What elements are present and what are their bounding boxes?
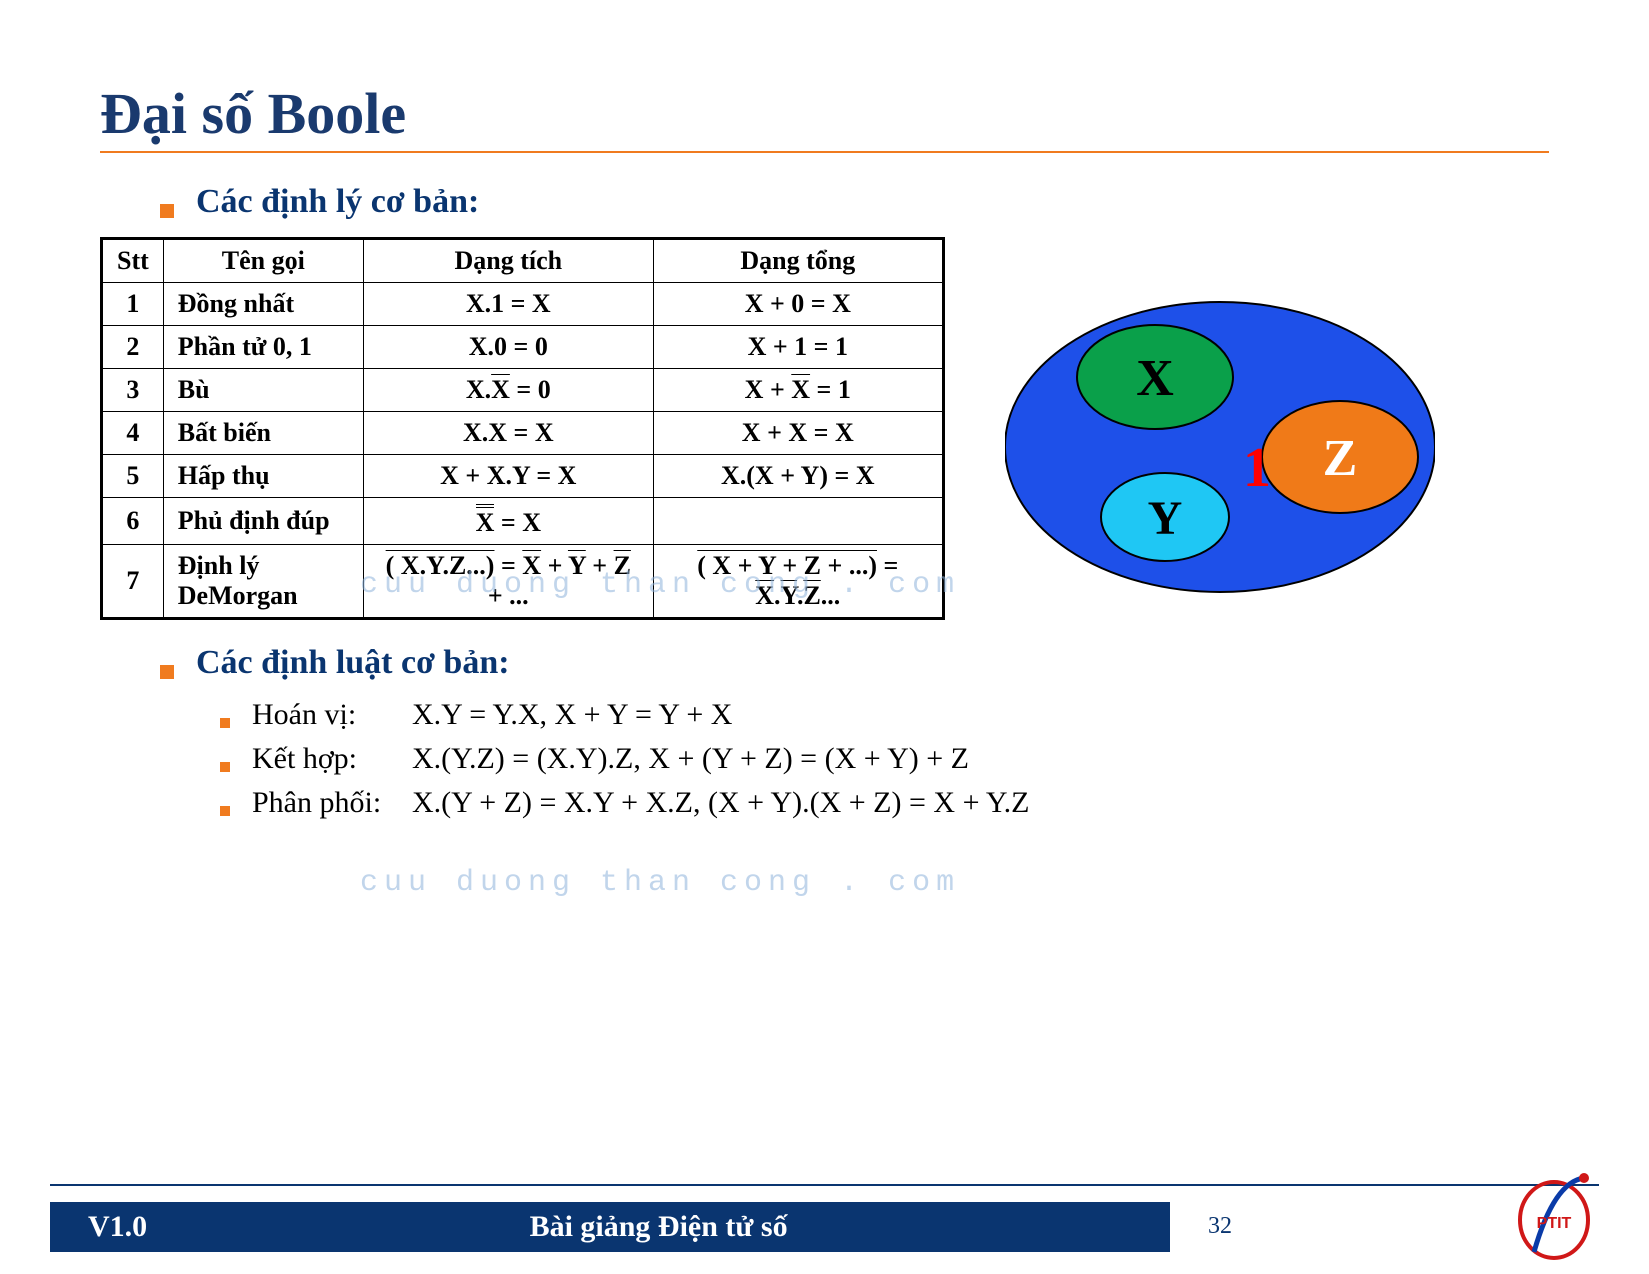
svg-text:X: X	[1136, 350, 1174, 407]
law-label: Hoán vị:	[252, 698, 412, 732]
cell-prod: X + X.Y = X	[363, 455, 653, 498]
cell-prod: X.0 = 0	[363, 326, 653, 369]
logo-text: PTIT	[1537, 1215, 1572, 1232]
table-row: 6Phủ định đúpX = X	[102, 498, 944, 545]
cell-sum: ( X + Y + Z + ...) = X.Y.Z...	[653, 545, 943, 619]
page-number: 32	[1190, 1213, 1250, 1240]
laws-section: Các định luật cơ bản: Hoán vị:X.Y = Y.X,…	[100, 644, 1549, 820]
bullet-icon	[160, 665, 174, 679]
table-header: Tên gọi	[163, 239, 363, 283]
law-expr: X.(Y.Z) = (X.Y).Z, X + (Y + Z) = (X + Y)…	[412, 742, 969, 776]
svg-text:Y: Y	[1147, 492, 1182, 545]
theorem-table-wrap: SttTên gọiDạng tíchDạng tổng 1Đồng nhấtX…	[100, 237, 945, 620]
bullet-icon	[220, 762, 230, 772]
venn-diagram: X Z Y 1	[1005, 297, 1435, 597]
cell-name: Phần tử 0, 1	[163, 326, 363, 369]
table-row: 3BùX.X = 0X + X = 1	[102, 369, 944, 412]
bullet-icon	[220, 806, 230, 816]
cell-stt: 6	[102, 498, 164, 545]
cell-stt: 3	[102, 369, 164, 412]
section1-heading: Các định lý cơ bản:	[196, 183, 479, 221]
law-label: Kết hợp:	[252, 742, 412, 776]
footer-line	[50, 1184, 1599, 1186]
table-header: Dạng tích	[363, 239, 653, 283]
table-header: Stt	[102, 239, 164, 283]
cell-sum: X + 1 = 1	[653, 326, 943, 369]
law-row: Phân phối:X.(Y + Z) = X.Y + X.Z, (X + Y)…	[220, 786, 1549, 820]
svg-text:1: 1	[1243, 437, 1271, 499]
cell-prod: X.1 = X	[363, 283, 653, 326]
cell-sum: X + X = 1	[653, 369, 943, 412]
svg-text:Z: Z	[1322, 430, 1357, 487]
cell-sum: X.(X + Y) = X	[653, 455, 943, 498]
cell-prod: X = X	[363, 498, 653, 545]
theorem-table: SttTên gọiDạng tíchDạng tổng 1Đồng nhấtX…	[100, 237, 945, 620]
cell-name: Định lý DeMorgan	[163, 545, 363, 619]
table-row: 1Đồng nhấtX.1 = XX + 0 = X	[102, 283, 944, 326]
watermark-text: cuu duong than cong . com	[360, 866, 960, 900]
law-expr: X.Y = Y.X, X + Y = Y + X	[412, 698, 732, 732]
cell-name: Phủ định đúp	[163, 498, 363, 545]
table-row: 5Hấp thụX + X.Y = XX.(X + Y) = X	[102, 455, 944, 498]
law-label: Phân phối:	[252, 786, 412, 820]
footer-version: V1.0	[50, 1210, 147, 1244]
cell-name: Hấp thụ	[163, 455, 363, 498]
cell-stt: 5	[102, 455, 164, 498]
title-underline	[100, 151, 1549, 153]
cell-stt: 1	[102, 283, 164, 326]
cell-name: Đồng nhất	[163, 283, 363, 326]
cell-stt: 7	[102, 545, 164, 619]
cell-prod: X.X = 0	[363, 369, 653, 412]
cell-prod: X.X = X	[363, 412, 653, 455]
slide: Đại số Boole Các định lý cơ bản: SttTên …	[0, 0, 1649, 1274]
cell-prod: ( X.Y.Z...) = X + Y + Z + ...	[363, 545, 653, 619]
content-row: SttTên gọiDạng tíchDạng tổng 1Đồng nhấtX…	[100, 237, 1549, 620]
bullet-icon	[160, 204, 174, 218]
bullet-icon	[220, 718, 230, 728]
footer-title: Bài giảng Điện tử số	[147, 1210, 1170, 1244]
table-header: Dạng tổng	[653, 239, 943, 283]
cell-sum	[653, 498, 943, 545]
law-row: Kết hợp:X.(Y.Z) = (X.Y).Z, X + (Y + Z) =…	[220, 742, 1549, 776]
slide-title: Đại số Boole	[100, 80, 1549, 147]
section2-row: Các định luật cơ bản:	[160, 644, 1549, 682]
cell-name: Bất biến	[163, 412, 363, 455]
law-expr: X.(Y + Z) = X.Y + X.Z, (X + Y).(X + Z) =…	[412, 786, 1030, 820]
cell-name: Bù	[163, 369, 363, 412]
section1-row: Các định lý cơ bản:	[160, 183, 1549, 221]
law-row: Hoán vị:X.Y = Y.X, X + Y = Y + X	[220, 698, 1549, 732]
table-row: 2Phần tử 0, 1X.0 = 0X + 1 = 1	[102, 326, 944, 369]
footer: V1.0 Bài giảng Điện tử số 32 PTIT	[0, 1184, 1649, 1274]
table-row: 7Định lý DeMorgan( X.Y.Z...) = X + Y + Z…	[102, 545, 944, 619]
logo: PTIT	[1514, 1172, 1594, 1262]
section2-heading: Các định luật cơ bản:	[196, 644, 510, 682]
cell-sum: X + X = X	[653, 412, 943, 455]
table-row: 4Bất biếnX.X = XX + X = X	[102, 412, 944, 455]
cell-sum: X + 0 = X	[653, 283, 943, 326]
cell-stt: 2	[102, 326, 164, 369]
cell-stt: 4	[102, 412, 164, 455]
footer-bar: V1.0 Bài giảng Điện tử số	[50, 1202, 1170, 1252]
